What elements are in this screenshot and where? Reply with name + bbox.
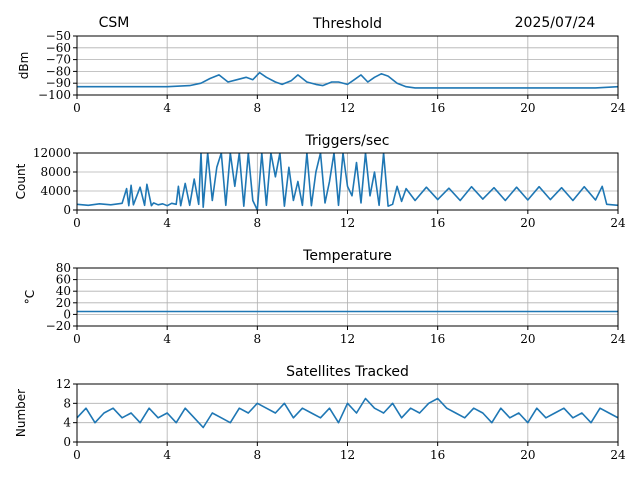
x-tick-label: 20: [520, 101, 535, 115]
y-tick-label: −100: [38, 88, 71, 102]
chart-title: Threshold: [312, 16, 382, 32]
x-tick-label: 20: [520, 448, 535, 462]
chart-title: Satellites Tracked: [286, 364, 409, 380]
x-tick-label: 24: [610, 216, 626, 230]
chart-title: Temperature: [302, 248, 392, 264]
series-line-0: [77, 71, 618, 89]
y-tick-label: 12: [56, 377, 71, 391]
y-tick-label: 60: [56, 273, 71, 287]
x-tick-label: 4: [163, 216, 171, 230]
y-axis-label: Number: [14, 389, 28, 437]
x-tick-label: 12: [340, 332, 355, 346]
x-tick-label: 16: [430, 101, 445, 115]
y-tick-label: 80: [56, 261, 71, 275]
y-tick-label: 4: [63, 416, 71, 430]
y-tick-label: 0: [63, 203, 71, 217]
x-tick-label: 16: [430, 216, 445, 230]
y-tick-label: −20: [46, 319, 71, 333]
x-tick-label: 16: [430, 448, 445, 462]
x-tick-label: 4: [163, 101, 171, 115]
x-tick-label: 24: [610, 448, 626, 462]
series-line-0: [77, 397, 618, 429]
x-tick-label: 4: [163, 332, 171, 346]
chart-panel-3: 0 4 8 12 16 20 24 0 4 8 12 Satellites Tracked Number: [14, 364, 626, 462]
y-tick-label: −60: [46, 41, 71, 55]
x-tick-label: 0: [73, 448, 81, 462]
x-tick-label: 20: [520, 216, 535, 230]
x-tick-label: 8: [254, 332, 262, 346]
x-tick-label: 4: [163, 448, 171, 462]
x-tick-label: 24: [610, 101, 626, 115]
x-tick-label: 12: [340, 216, 355, 230]
y-tick-label: 40: [56, 284, 71, 298]
y-tick-label: −70: [46, 53, 71, 67]
y-tick-label: 0: [63, 307, 71, 321]
x-tick-label: 20: [520, 332, 535, 346]
x-tick-label: 24: [610, 332, 626, 346]
y-tick-label: 8000: [40, 165, 71, 179]
chart-panel-1: 0 4 8 12 16 20 24 0 4000 8000 12000 Triggers/sec Cou…: [14, 133, 626, 230]
y-axis-label: °C: [23, 290, 37, 304]
y-tick-label: 12000: [33, 146, 71, 160]
y-axis-label: dBm: [17, 52, 31, 80]
chart-title: Triggers/sec: [305, 133, 390, 149]
y-tick-label: 4000: [40, 184, 71, 198]
y-tick-label: 8: [63, 396, 71, 410]
y-axis-label: Count: [14, 163, 28, 199]
x-tick-label: 12: [340, 101, 355, 115]
y-tick-label: 0: [63, 435, 71, 449]
series-line-0: [77, 153, 618, 210]
header-date: 2025/07/24: [515, 15, 596, 31]
x-tick-label: 12: [340, 448, 355, 462]
x-tick-label: 0: [73, 101, 81, 115]
chart-panel-0: 0 4 8 12 16 20 24 −100−90−80−70−60−50 Threshold d…: [17, 16, 626, 115]
x-tick-label: 8: [254, 101, 262, 115]
x-tick-label: 0: [73, 332, 81, 346]
y-tick-label: 20: [56, 296, 71, 310]
header-left-label: CSM: [99, 15, 130, 31]
x-tick-label: 16: [430, 332, 445, 346]
y-tick-label: −50: [46, 29, 71, 43]
y-tick-label: −80: [46, 64, 71, 78]
x-tick-label: 0: [73, 216, 81, 230]
y-tick-label: −90: [46, 76, 71, 90]
x-tick-label: 8: [254, 216, 262, 230]
x-tick-label: 8: [254, 448, 262, 462]
